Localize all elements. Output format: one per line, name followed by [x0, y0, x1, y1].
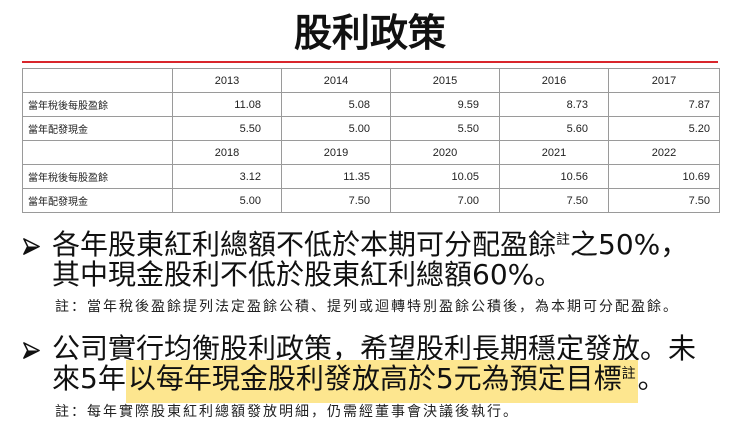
- table-cell: 5.50: [390, 116, 500, 141]
- row-label: 當年配發現金: [22, 116, 173, 141]
- year-header: 2016: [499, 68, 609, 93]
- footnote-2: 註：每年實際股東紅利總額發放明細，仍需經董事會決議後執行。: [55, 404, 519, 420]
- table-cell: 11.35: [281, 164, 391, 189]
- corner-cell: [22, 68, 173, 93]
- table-cell: 7.50: [499, 188, 609, 213]
- row-label: 當年稅後每股盈餘: [22, 164, 173, 189]
- row-label: 當年配發現金: [22, 188, 173, 213]
- year-header-row: 2018 2019 2020 2021 2022: [22, 140, 720, 165]
- table-cell: 5.20: [608, 116, 720, 141]
- year-header: 2013: [172, 68, 282, 93]
- table-cell: 5.50: [172, 116, 282, 141]
- year-header: 2017: [608, 68, 720, 93]
- table-row: 當年稅後每股盈餘 3.12 11.35 10.05 10.56 10.69: [22, 164, 720, 189]
- table-cell: 3.12: [172, 164, 282, 189]
- table-cell: 7.87: [608, 92, 720, 117]
- table-cell: 7.00: [390, 188, 500, 213]
- table-cell: 5.00: [172, 188, 282, 213]
- table-cell: 10.56: [499, 164, 609, 189]
- highlighted-goal: 以每年現金股利發放高於5元為預定目標註: [125, 360, 638, 403]
- bullet-2-line-2: 來5年以每年現金股利發放高於5元為預定目標註。: [52, 360, 666, 403]
- bullet-text: 之50%，: [570, 228, 689, 261]
- bullet-text: 。: [637, 362, 666, 395]
- year-header: 2021: [499, 140, 609, 165]
- bullet-1-line-2: 其中現金股利不低於股東紅利總額60%。: [52, 258, 563, 291]
- table-cell: 8.73: [499, 92, 609, 117]
- table-cell: 7.50: [281, 188, 391, 213]
- table-cell: 5.60: [499, 116, 609, 141]
- bullet-1-line-1: 各年股東紅利總額不低於本期可分配盈餘註之50%，: [52, 229, 688, 261]
- bullet-2-line-1: 公司實行均衡股利政策，希望股利長期穩定發放。未: [52, 332, 697, 365]
- corner-cell: [22, 140, 173, 165]
- arrow-bullet-icon: [23, 238, 40, 255]
- bullet-text: 各年股東紅利總額不低於本期可分配盈餘: [52, 228, 557, 261]
- table-row: 當年稅後每股盈餘 11.08 5.08 9.59 8.73 7.87: [22, 92, 720, 117]
- year-header: 2020: [390, 140, 500, 165]
- bullet-text: 來5年: [52, 362, 126, 395]
- dividend-table: 2013 2014 2015 2016 2017 當年稅後每股盈餘 11.08 …: [22, 68, 720, 213]
- table-cell: 5.00: [281, 116, 391, 141]
- table-cell: 7.50: [608, 188, 720, 213]
- table-cell: 9.59: [390, 92, 500, 117]
- highlight-text: 以每年現金股利發放高於5元為預定目標: [127, 362, 622, 395]
- year-header-row: 2013 2014 2015 2016 2017: [22, 68, 720, 93]
- title-divider: [22, 61, 718, 63]
- footnote-marker: 註: [621, 366, 636, 382]
- table-cell: 10.05: [390, 164, 500, 189]
- footnote-1: 註：當年稅後盈餘提列法定盈餘公積、提列或迴轉特別盈餘公積後，為本期可分配盈餘。: [55, 299, 679, 315]
- year-header: 2015: [390, 68, 500, 93]
- table-cell: 11.08: [172, 92, 282, 117]
- table-cell: 5.08: [281, 92, 391, 117]
- table-row: 當年配發現金 5.00 7.50 7.00 7.50 7.50: [22, 188, 720, 213]
- arrow-bullet-icon: [23, 342, 40, 359]
- year-header: 2022: [608, 140, 720, 165]
- table-row: 當年配發現金 5.50 5.00 5.50 5.60 5.20: [22, 116, 720, 141]
- row-label: 當年稅後每股盈餘: [22, 92, 173, 117]
- slide-title: 股利政策: [293, 11, 446, 55]
- year-header: 2014: [281, 68, 391, 93]
- footnote-marker: 註: [556, 232, 571, 248]
- table-cell: 10.69: [608, 164, 720, 189]
- year-header: 2019: [281, 140, 391, 165]
- year-header: 2018: [172, 140, 282, 165]
